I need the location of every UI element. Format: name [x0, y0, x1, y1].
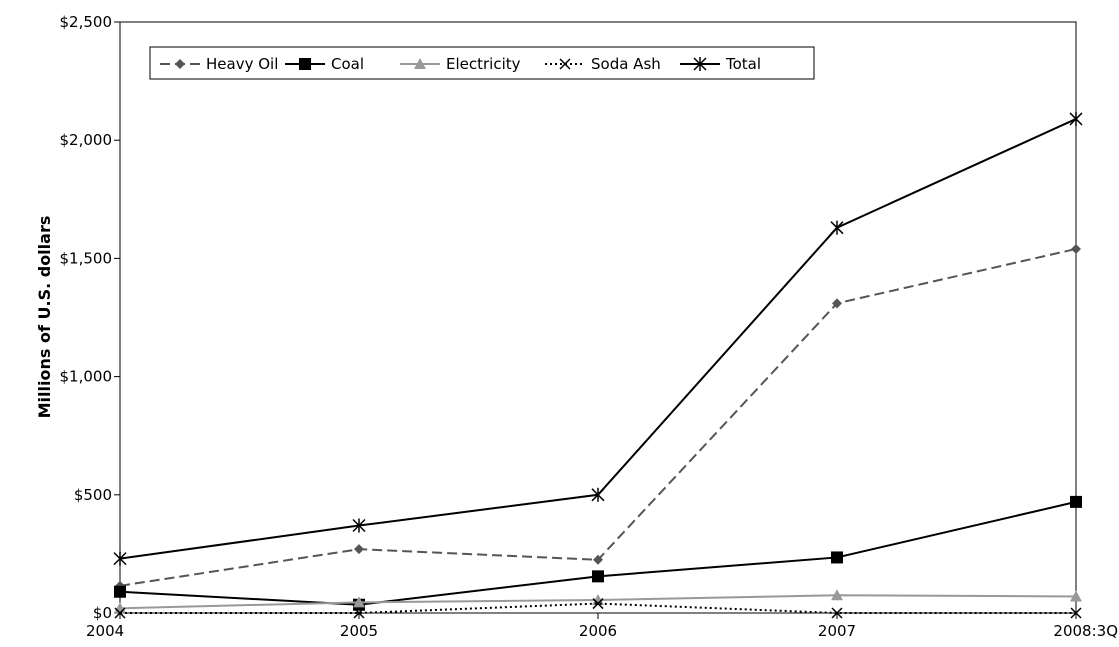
x-marker [831, 607, 843, 619]
diamond-marker [832, 298, 842, 309]
y-axis-label: Millions of U.S. dollars [35, 216, 54, 419]
legend-item-electricity: Electricity [400, 55, 521, 73]
star-marker [113, 551, 127, 566]
x-marker [559, 58, 571, 70]
plot-area-frame [119, 21, 1077, 614]
legend-item-coal: Coal [285, 55, 364, 73]
diamond-marker [354, 544, 364, 555]
x-tick-label: 2007 [818, 622, 856, 640]
x-tick-label: 2006 [579, 622, 617, 640]
x-tick-label: 2004 [86, 622, 124, 640]
square-marker [299, 58, 311, 70]
series-soda-ash [114, 598, 1082, 619]
legend-item-total: Total [680, 55, 761, 73]
star-marker [693, 57, 707, 71]
legend-item-soda-ash: Soda Ash [545, 55, 661, 73]
legend-label: Total [725, 55, 761, 73]
diamond-marker [593, 554, 603, 565]
series-electricity [114, 589, 1082, 614]
y-tick-label: $0 [93, 604, 112, 622]
legend-label: Electricity [446, 55, 521, 73]
x-axis: 2004 2005 2006 2007 2008:3Q [86, 613, 1118, 640]
x-tick-label: 2005 [340, 622, 378, 640]
star-marker [591, 487, 605, 502]
square-marker [592, 570, 604, 583]
triangle-marker [831, 589, 843, 601]
y-tick-label: $1,500 [60, 249, 113, 267]
x-marker [353, 607, 365, 619]
diamond-marker [1071, 243, 1081, 254]
y-axis: $0 $500 $1,000 $1,500 $2,000 $2,500 [60, 13, 120, 622]
square-marker [831, 551, 843, 564]
diamond-marker [175, 59, 185, 69]
legend-label: Soda Ash [591, 55, 661, 73]
series-coal [114, 495, 1082, 611]
triangle-marker [414, 58, 426, 69]
x-marker-stroke [559, 58, 571, 70]
x-marker-stroke [114, 607, 126, 619]
square-marker [1070, 495, 1082, 508]
star-marker [830, 220, 844, 235]
legend-label: Heavy Oil [206, 55, 278, 73]
series-total [113, 111, 1083, 566]
y-tick-label: $2,500 [60, 13, 113, 31]
x-marker [114, 607, 126, 619]
x-marker [1070, 607, 1082, 619]
y-tick-label: $2,000 [60, 131, 113, 149]
star-marker [352, 518, 366, 533]
square-marker [114, 585, 126, 598]
legend-label: Coal [331, 55, 364, 73]
y-tick-label: $1,000 [60, 368, 113, 386]
triangle-marker [353, 596, 365, 608]
series-layer [113, 111, 1083, 619]
legend-item-heavy-oil: Heavy Oil [160, 55, 278, 73]
triangle-marker [1070, 590, 1082, 602]
star-marker [1069, 111, 1083, 126]
x-tick-label: 2008:3Q [1053, 622, 1118, 640]
triangle-marker [592, 593, 604, 605]
x-marker-stroke [1070, 607, 1082, 619]
x-marker [592, 598, 604, 610]
y-tick-label: $500 [74, 486, 112, 504]
x-marker-stroke [592, 598, 604, 610]
x-marker-stroke [353, 607, 365, 619]
series-line-coal [119, 500, 1077, 606]
x-marker-stroke [831, 607, 843, 619]
legend: Heavy Oil Coal Electricity Soda Ash Total [149, 46, 815, 80]
